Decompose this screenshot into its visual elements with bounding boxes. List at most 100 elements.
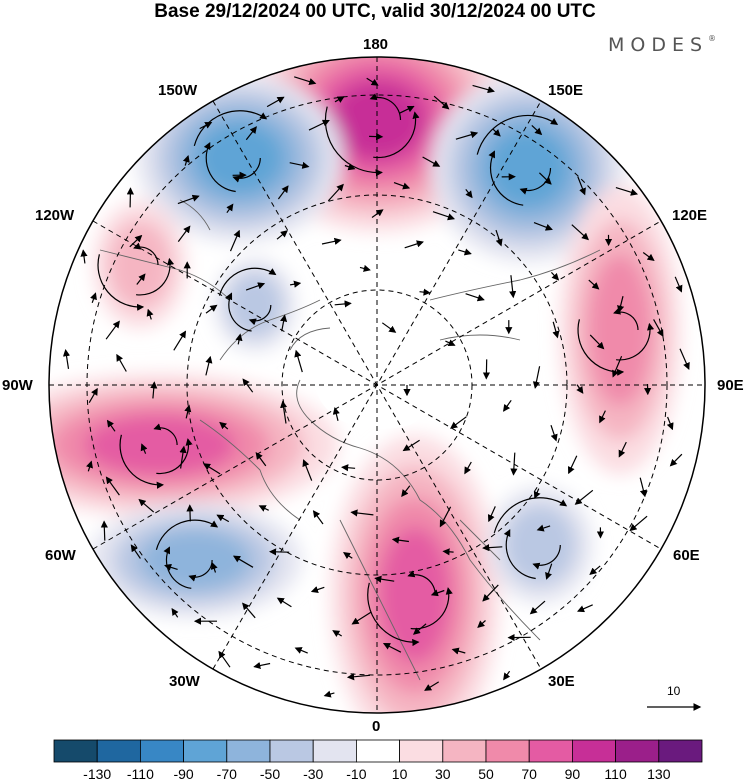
wind-arrow <box>576 384 584 394</box>
wind-arrow <box>202 463 221 475</box>
colorbar-tick-label: 130 <box>647 766 671 782</box>
colorbar-tick-label: 90 <box>564 766 581 782</box>
wind-arrow <box>343 552 353 560</box>
colorbar-segment <box>139 739 184 763</box>
wind-arrow <box>482 584 499 602</box>
wind-arrow <box>412 623 427 635</box>
wind-arrow <box>242 378 254 393</box>
wind-arrow <box>487 506 496 523</box>
streamline <box>97 254 145 311</box>
wind-arrow <box>482 544 503 552</box>
wind-arrow <box>182 154 190 166</box>
wind-arrow <box>332 407 340 421</box>
wind-arrow <box>184 404 192 419</box>
streamline <box>369 93 402 121</box>
colorbar-tick-label: 50 <box>478 766 494 782</box>
wind-arrow <box>567 455 578 475</box>
lon-30w-label: 30W <box>169 673 200 690</box>
colorbar-segment <box>442 739 487 763</box>
wind-arrow <box>599 410 606 424</box>
wind-arrow <box>173 330 187 351</box>
wind-arrow <box>382 643 402 653</box>
lon-30e-label: 30E <box>548 673 575 690</box>
wind-arrow <box>531 124 543 136</box>
wind-streamlines <box>62 76 690 698</box>
lon-60e-label: 60E <box>673 547 700 564</box>
wind-arrow <box>90 292 97 303</box>
wind-arrow <box>205 355 213 376</box>
reference-vector-label: 10 <box>667 684 681 698</box>
wind-arrow <box>242 602 256 619</box>
colorbar-segment <box>183 739 228 763</box>
wind-arrow <box>289 280 302 288</box>
wind-arrow <box>226 203 234 214</box>
wind-arrow <box>88 387 98 404</box>
wind-arrow <box>179 445 187 469</box>
wind-arrow <box>255 452 267 467</box>
anomaly-field <box>49 57 705 713</box>
wind-arrow <box>245 126 257 141</box>
wind-arrow <box>302 459 313 481</box>
wind-arrow <box>532 366 541 389</box>
wind-arrow <box>323 690 335 698</box>
wind-arrow <box>210 561 218 573</box>
wind-arrow <box>294 349 303 373</box>
streamline <box>203 142 236 193</box>
wind-arrow <box>458 248 472 256</box>
wind-arrow <box>344 163 356 171</box>
wind-arrow <box>577 176 586 196</box>
wind-arrow <box>617 296 625 313</box>
wind-arrow <box>445 339 456 347</box>
colorbar-tick-label: -110 <box>126 766 154 782</box>
wind-arrow <box>577 604 593 613</box>
wind-arrow <box>105 320 120 340</box>
streamline <box>532 544 561 570</box>
wind-arrow <box>669 453 683 467</box>
wind-arrow <box>465 293 485 302</box>
anomaly-low-bering-east-m80 <box>486 128 570 208</box>
wind-arrow <box>381 322 397 333</box>
colorbar-tick-label: -30 <box>303 766 324 782</box>
colorbar-tick-label: 30 <box>435 766 451 782</box>
wind-arrow <box>245 282 266 291</box>
colorbar-tick-label: -130 <box>83 766 112 782</box>
wind-arrow <box>455 131 479 140</box>
wind-arrow <box>276 230 288 240</box>
wind-arrow <box>432 211 456 221</box>
wind-arrow <box>216 514 230 523</box>
wind-arrow <box>138 498 155 513</box>
colorbar-segment <box>53 739 98 763</box>
streamline <box>232 157 261 183</box>
anomaly-blobs <box>49 57 681 713</box>
streamline <box>488 150 524 206</box>
anomaly-low-canada-m40 <box>227 273 283 337</box>
streamline <box>519 167 552 195</box>
wind-arrow <box>289 161 310 169</box>
anomaly-low-north-atlantic-m60 <box>139 529 251 591</box>
wind-arrow <box>235 333 243 345</box>
colorbar-segment <box>226 739 271 763</box>
wind-arrow <box>503 399 512 412</box>
wind-arrow <box>205 304 218 314</box>
streamline <box>493 497 568 534</box>
colorbar-tick-label: 10 <box>391 766 408 782</box>
wind-arrow <box>171 607 179 618</box>
wind-arrow <box>312 510 324 525</box>
colorbar-segment <box>399 739 444 763</box>
streamline <box>225 292 252 332</box>
wind-arrow <box>341 464 356 472</box>
wind-arrow <box>618 441 627 458</box>
streamline <box>119 434 164 489</box>
wind-arrow <box>477 620 486 629</box>
wind-arrow <box>419 288 431 296</box>
anomaly-low-aleutian-west-m80 <box>196 122 284 194</box>
wind-arrow <box>130 544 141 559</box>
wind-arrow <box>533 488 541 499</box>
map-border <box>48 56 706 714</box>
wind-arrow <box>465 189 473 199</box>
lon-0-label: 0 <box>372 718 381 735</box>
wind-arrow <box>495 229 503 247</box>
colorbar-tick-label: -70 <box>216 766 237 782</box>
wind-arrow <box>294 76 317 86</box>
lon-90w-label: 90W <box>2 377 33 394</box>
